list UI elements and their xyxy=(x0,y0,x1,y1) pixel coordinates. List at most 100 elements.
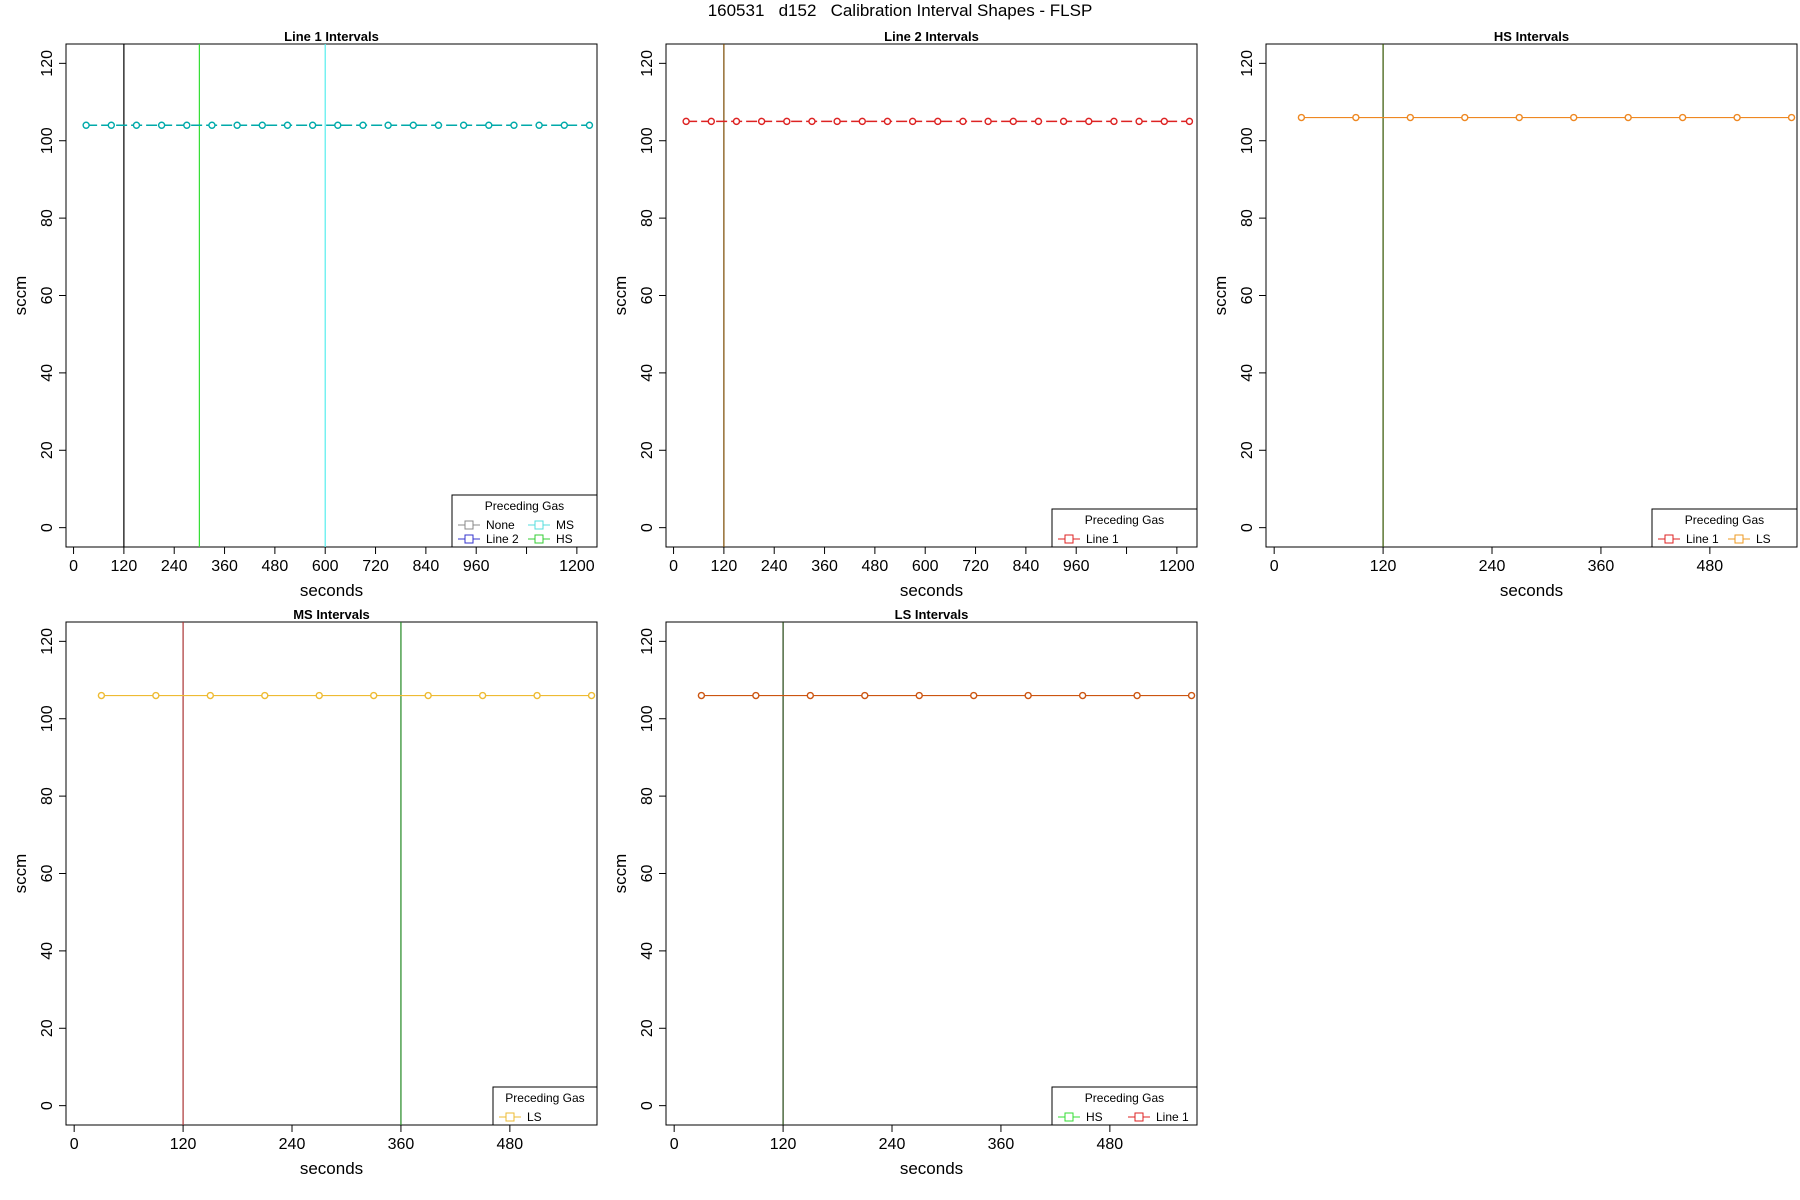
x-tick-label: 720 xyxy=(362,558,389,575)
y-tick-label: 120 xyxy=(39,628,56,655)
x-tick-label: 960 xyxy=(1063,558,1090,575)
panel-title: HS Intervals xyxy=(1494,29,1569,44)
data-point xyxy=(315,691,323,700)
x-tick-label: 120 xyxy=(170,1136,197,1153)
data-point xyxy=(883,117,892,126)
legend-title: Preceding Gas xyxy=(1085,1091,1164,1105)
y-tick-label: 100 xyxy=(1239,127,1256,154)
x-tick-label: 120 xyxy=(111,558,138,575)
x-axis-label: seconds xyxy=(900,581,963,600)
legend-marker xyxy=(1734,534,1744,544)
legend-entry-ms: MS xyxy=(528,518,574,532)
legend-marker xyxy=(534,520,544,530)
data-point xyxy=(409,121,417,129)
y-axis-label: sccm xyxy=(611,854,630,894)
data-point xyxy=(308,121,317,129)
data-point xyxy=(132,121,141,129)
x-tick-label: 120 xyxy=(711,558,738,575)
data-point xyxy=(697,691,706,700)
data-point xyxy=(783,117,791,126)
y-tick-label: 0 xyxy=(39,1101,56,1110)
data-point xyxy=(233,121,241,129)
data-point xyxy=(752,691,760,700)
x-tick-label: 960 xyxy=(463,558,490,575)
y-tick-label: 80 xyxy=(639,209,656,227)
data-point xyxy=(915,691,923,700)
x-tick-label: 120 xyxy=(1370,558,1397,575)
data-point xyxy=(478,691,487,700)
data-point xyxy=(1624,113,1632,122)
y-tick-label: 20 xyxy=(639,1019,656,1037)
legend-label: Line 1 xyxy=(1156,1110,1189,1124)
plot-frame xyxy=(665,621,1198,1126)
y-tick-label: 40 xyxy=(39,942,56,960)
legend-label: HS xyxy=(556,532,573,546)
x-tick-label: 600 xyxy=(312,558,339,575)
data-point xyxy=(560,121,568,129)
legend-label: HS xyxy=(1086,1110,1103,1124)
y-tick-label: 20 xyxy=(39,441,56,459)
plot-frame xyxy=(65,621,598,1126)
x-tick-label: 480 xyxy=(1097,1136,1124,1153)
legend-entry-line-1: Line 1 xyxy=(1658,532,1719,546)
data-point xyxy=(1733,113,1741,122)
y-tick-label: 120 xyxy=(639,628,656,655)
data-point xyxy=(1515,113,1523,122)
figure-title: 160531 d152 Calibration Interval Shapes … xyxy=(707,1,1093,20)
legend-marker xyxy=(464,534,474,544)
data-point xyxy=(107,121,115,129)
legend-title: Preceding Gas xyxy=(505,1091,584,1105)
y-tick-label: 20 xyxy=(1239,441,1256,459)
x-tick-label: 360 xyxy=(211,558,238,575)
legend-title: Preceding Gas xyxy=(1085,513,1164,527)
y-tick-label: 60 xyxy=(639,287,656,305)
x-axis-label: seconds xyxy=(300,1159,363,1178)
data-point xyxy=(258,121,266,129)
y-tick-label: 40 xyxy=(1239,364,1256,382)
y-tick-label: 80 xyxy=(39,209,56,227)
legend-entry-hs: HS xyxy=(528,532,573,546)
legend-box xyxy=(1051,1086,1198,1126)
x-tick-label: 360 xyxy=(1588,558,1615,575)
legend-entry-none: None xyxy=(458,518,515,532)
y-axis-label: sccm xyxy=(1211,276,1230,316)
data-point xyxy=(1059,117,1068,126)
y-tick-label: 100 xyxy=(39,705,56,732)
x-tick-label: 0 xyxy=(69,558,78,575)
y-axis-label: sccm xyxy=(611,276,630,316)
data-point xyxy=(485,121,493,129)
legend-label: Line 2 xyxy=(486,532,519,546)
data-point xyxy=(334,121,342,129)
data-point xyxy=(152,691,160,700)
data-point xyxy=(806,691,815,700)
legend-title: Preceding Gas xyxy=(1685,513,1764,527)
legend-marker xyxy=(534,534,544,544)
legend-marker xyxy=(1064,1112,1074,1122)
data-point xyxy=(833,117,841,126)
data-point xyxy=(1352,113,1360,122)
legend-entry-line-1: Line 1 xyxy=(1058,532,1119,546)
data-point xyxy=(707,117,715,126)
data-point xyxy=(206,691,215,700)
data-point xyxy=(1678,113,1687,122)
data-point xyxy=(535,121,543,129)
x-tick-label: 840 xyxy=(413,558,440,575)
y-tick-label: 40 xyxy=(39,364,56,382)
y-tick-label: 80 xyxy=(639,787,656,805)
plot-frame xyxy=(665,43,1198,548)
y-tick-label: 0 xyxy=(39,523,56,532)
x-tick-label: 0 xyxy=(670,1136,679,1153)
x-axis-label: seconds xyxy=(900,1159,963,1178)
data-point xyxy=(858,117,866,126)
chart-ls-intervals: LS Intervals 0 20 40 60 80 100 120 0 120 240 360 480… xyxy=(611,607,1198,1178)
data-point xyxy=(1461,113,1469,122)
data-point xyxy=(861,691,869,700)
y-tick-label: 100 xyxy=(39,127,56,154)
x-tick-label: 360 xyxy=(988,1136,1015,1153)
y-tick-label: 0 xyxy=(639,1101,656,1110)
data-point xyxy=(1009,117,1017,126)
legend-label: None xyxy=(486,518,515,532)
legend-label: LS xyxy=(527,1110,542,1124)
y-axis-label: sccm xyxy=(11,276,30,316)
